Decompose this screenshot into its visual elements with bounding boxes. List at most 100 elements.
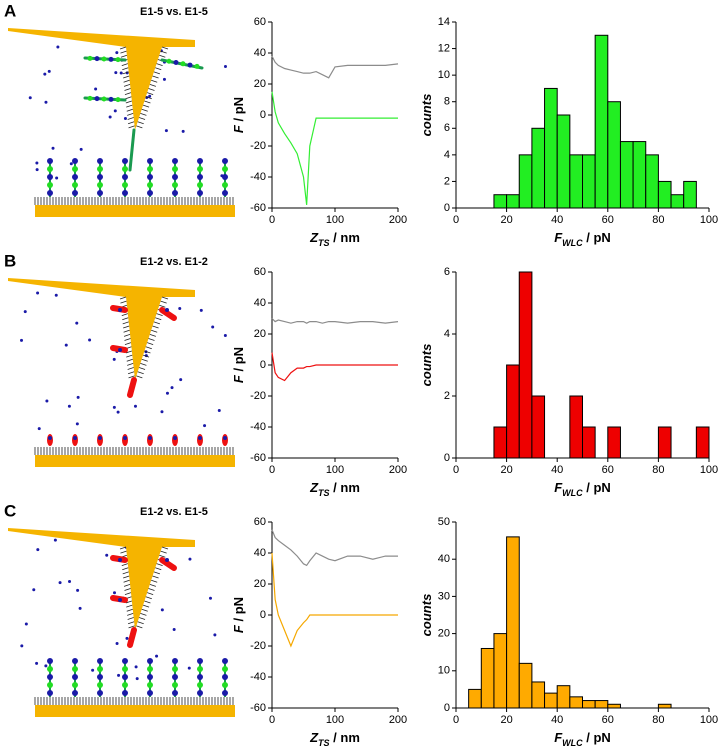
- axis-label: counts: [419, 594, 434, 637]
- domain: [94, 56, 100, 62]
- domain: [47, 158, 53, 164]
- tip-linker: [156, 563, 163, 566]
- tip-linker: [160, 50, 167, 54]
- solvent-dot: [113, 591, 117, 595]
- domain: [197, 174, 203, 180]
- domain: [122, 690, 128, 696]
- y-tick-label: 12: [438, 42, 450, 54]
- domain: [72, 182, 78, 188]
- tip-linker: [123, 83, 131, 87]
- histogram-bar: [657, 703, 672, 709]
- domain: [222, 690, 228, 696]
- substrate: [35, 455, 235, 467]
- tip-linker: [151, 79, 158, 83]
- domain: [222, 182, 228, 188]
- domain: [72, 174, 78, 180]
- domain: [147, 166, 153, 172]
- domain: [94, 96, 100, 102]
- domain: [197, 182, 203, 188]
- solvent-dot: [135, 677, 139, 681]
- domain: [72, 674, 78, 680]
- axis-label-part: counts: [419, 94, 434, 137]
- domain: [115, 57, 121, 63]
- axis-label-part: / nm: [330, 230, 360, 245]
- x-tick-label: 20: [500, 214, 512, 226]
- histogram-bar: [493, 194, 508, 209]
- tip-linker: [127, 363, 134, 366]
- tip-linker: [136, 375, 143, 379]
- domain: [222, 682, 228, 688]
- x-tick-label: 100: [326, 214, 344, 226]
- histogram-bar: [518, 271, 533, 459]
- histogram-bar: [468, 688, 482, 709]
- histogram-bar: [619, 141, 634, 209]
- histogram-bar: [493, 633, 508, 709]
- domain: [101, 96, 107, 102]
- solvent-dot: [211, 325, 215, 329]
- domain: [172, 690, 178, 696]
- solvent-dot: [69, 162, 73, 166]
- x-tick-label: 100: [326, 464, 344, 476]
- tip-linker: [137, 371, 144, 375]
- domain: [197, 166, 203, 172]
- solvent-dot: [113, 109, 117, 113]
- x-tick-label: 60: [602, 464, 614, 476]
- y-tick-label: 20: [254, 578, 266, 590]
- solvent-dot: [203, 424, 207, 428]
- tip-linker: [127, 613, 134, 616]
- cantilever: [8, 278, 195, 380]
- y-tick-label: 60: [254, 266, 266, 278]
- domain: [47, 674, 53, 680]
- schematic-title: E1-5 vs. E1-5: [140, 6, 208, 18]
- tip-linker: [123, 75, 130, 79]
- solvent-dot: [51, 146, 55, 150]
- tip-linker: [126, 108, 133, 112]
- solvent-dot: [125, 636, 129, 640]
- solvent-dot: [76, 588, 80, 592]
- force-curve: [271, 352, 398, 382]
- solvent-dot: [170, 386, 174, 390]
- histogram-bar: [518, 154, 533, 209]
- histogram-bar: [569, 696, 583, 709]
- domain: [172, 182, 178, 188]
- domain: [73, 436, 77, 440]
- tip-linker: [123, 583, 131, 587]
- solvent-dot: [56, 45, 60, 49]
- solvent-dot: [112, 405, 116, 409]
- domain: [147, 674, 153, 680]
- tip-linker: [153, 71, 161, 75]
- domain: [172, 674, 178, 680]
- solvent-dot: [223, 333, 227, 337]
- y-tick-label: 0: [260, 609, 266, 621]
- solvent-dot: [43, 72, 47, 76]
- solvent-dot: [76, 395, 80, 399]
- tip-linker: [125, 100, 132, 104]
- domain: [47, 174, 53, 180]
- tip-linker: [126, 358, 133, 362]
- axis-label-part: F: [554, 730, 563, 745]
- tip-linker: [155, 67, 162, 71]
- tip-linker: [122, 71, 129, 75]
- tip-linker: [152, 325, 159, 329]
- y-tick-label: 2: [444, 390, 450, 402]
- histogram-bar: [569, 154, 583, 209]
- tip-linker: [149, 333, 156, 337]
- x-tick-label: 60: [602, 714, 614, 726]
- y-tick-label: 20: [254, 78, 266, 90]
- axis-label-part: / pN: [231, 97, 246, 125]
- tip-linker: [148, 88, 155, 91]
- domain: [147, 666, 153, 672]
- domain: [47, 658, 53, 664]
- axis-label-part: / pN: [231, 347, 246, 375]
- solvent-dot: [208, 596, 212, 600]
- tip-linker: [151, 329, 158, 333]
- x-tick-label: 200: [389, 214, 407, 226]
- tip-linker: [159, 54, 166, 58]
- tip-linker: [127, 621, 135, 625]
- domain: [172, 158, 178, 164]
- tip-linker: [144, 350, 151, 354]
- y-tick-label: 4: [444, 149, 450, 161]
- solvent-dot: [119, 71, 123, 75]
- domain: [118, 348, 122, 352]
- solvent-dot: [94, 87, 98, 91]
